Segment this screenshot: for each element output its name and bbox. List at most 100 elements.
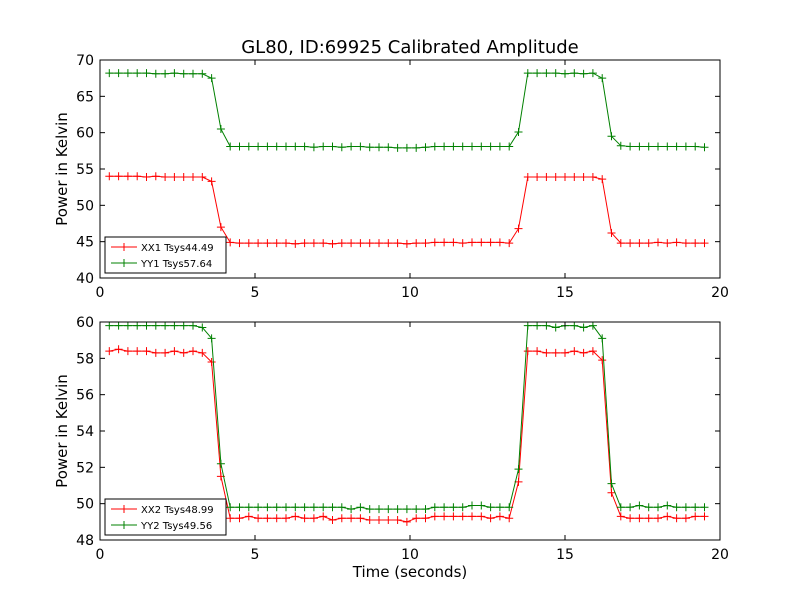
y-tick-label: 50 [76, 198, 94, 214]
data-point [430, 512, 439, 521]
data-point [328, 516, 337, 525]
data-point [133, 69, 142, 78]
data-point [189, 321, 197, 330]
data-point [486, 238, 495, 247]
data-point [468, 512, 476, 521]
data-point [254, 503, 263, 512]
data-point [244, 239, 253, 248]
data-point [393, 239, 402, 248]
data-point [663, 512, 672, 521]
legend-marker [120, 259, 128, 267]
data-point [598, 334, 607, 343]
legend-marker [120, 521, 128, 529]
data-point [468, 238, 476, 247]
data-point [579, 348, 588, 357]
data-point [551, 69, 560, 78]
data-point [114, 69, 123, 78]
data-point [672, 142, 681, 151]
data-point [486, 142, 495, 151]
data-point [533, 347, 542, 356]
y-tick-label: 50 [76, 497, 94, 513]
x-tick-label: 15 [556, 285, 574, 301]
chart-title: GL80, ID:69925 Calibrated Amplitude [241, 37, 579, 58]
data-point [244, 503, 253, 512]
data-point [551, 348, 560, 357]
y-axis-label: Power in Kelvin [53, 374, 71, 488]
data-point [216, 125, 225, 134]
data-point [672, 514, 681, 523]
data-point [561, 69, 569, 78]
data-point [179, 69, 188, 78]
data-point [123, 321, 132, 330]
data-point [449, 503, 458, 512]
data-point [691, 512, 700, 521]
series-line-1-1 [109, 175, 705, 245]
data-point [412, 143, 421, 152]
data-point [123, 347, 132, 356]
data-point [561, 348, 569, 357]
data-point [263, 142, 272, 151]
data-point [375, 516, 383, 525]
data-point [123, 69, 132, 78]
data-point [533, 69, 542, 78]
data-point [477, 238, 486, 247]
data-point [421, 514, 430, 523]
data-point [421, 143, 430, 152]
data-point [393, 505, 402, 514]
data-point [542, 348, 551, 357]
data-point [616, 503, 625, 512]
y-tick-label: 58 [76, 351, 94, 367]
data-point [198, 323, 207, 332]
data-point [644, 503, 653, 512]
data-point [663, 501, 672, 510]
data-point [588, 69, 597, 78]
x-tick-label: 5 [251, 285, 260, 301]
data-point [105, 321, 114, 330]
data-point [616, 512, 625, 521]
data-point [347, 142, 356, 151]
data-point [105, 347, 114, 356]
data-point [430, 238, 439, 247]
data-point [282, 142, 290, 151]
data-point [365, 143, 374, 152]
data-point [505, 503, 514, 512]
data-point [151, 321, 160, 330]
data-point [486, 503, 495, 512]
data-point [570, 69, 579, 78]
series-line-2-1 [109, 348, 705, 523]
data-point [523, 347, 532, 356]
data-point [700, 512, 709, 521]
data-point [514, 465, 523, 474]
data-point [189, 69, 197, 78]
data-point [375, 505, 383, 514]
data-point [691, 142, 700, 151]
data-point [356, 142, 365, 151]
y-tick-label: 45 [76, 235, 94, 251]
data-point [161, 321, 170, 330]
data-point [412, 514, 421, 523]
x-tick-label: 20 [711, 547, 729, 563]
data-point [468, 142, 476, 151]
data-point [114, 345, 123, 354]
data-point [189, 347, 197, 356]
data-point [198, 348, 207, 357]
data-point [235, 142, 244, 151]
data-point [328, 142, 337, 151]
data-point [635, 514, 644, 523]
data-point [328, 503, 337, 512]
data-point [644, 239, 653, 248]
legend-label: XX1 Tsys44.49 [141, 243, 214, 254]
data-point [384, 239, 393, 248]
data-point [570, 347, 579, 356]
data-point [495, 512, 504, 521]
data-point [263, 503, 272, 512]
data-point [551, 323, 560, 332]
data-point [412, 505, 421, 514]
legend-marker [120, 505, 128, 513]
data-point [505, 514, 514, 523]
data-point [235, 514, 244, 523]
legend-label: YY1 Tsys57.64 [140, 259, 212, 270]
data-point [430, 142, 439, 151]
legend-label: XX2 Tsys48.99 [141, 505, 214, 516]
data-point [691, 239, 700, 248]
